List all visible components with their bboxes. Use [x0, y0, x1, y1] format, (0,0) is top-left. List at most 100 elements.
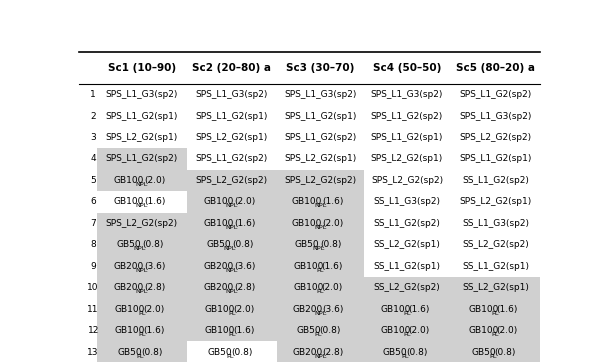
- Text: (0.8): (0.8): [231, 348, 252, 357]
- Text: (2.0): (2.0): [144, 176, 166, 185]
- Text: PL: PL: [403, 332, 411, 337]
- Text: 4: 4: [90, 155, 96, 164]
- Text: (0.8): (0.8): [406, 348, 427, 357]
- Text: NPL: NPL: [226, 289, 238, 294]
- Bar: [187, 170, 277, 191]
- Bar: [97, 170, 187, 191]
- Text: (1.6): (1.6): [143, 326, 164, 335]
- Text: SS_L2_G2(sp1): SS_L2_G2(sp1): [462, 283, 529, 292]
- Text: PL: PL: [138, 332, 146, 337]
- Bar: [187, 320, 277, 341]
- Bar: [97, 277, 187, 299]
- Bar: [79, 52, 541, 84]
- Text: PL: PL: [317, 289, 324, 294]
- Text: SPS_L2_G2(sp1): SPS_L2_G2(sp1): [284, 155, 356, 164]
- Text: NPL: NPL: [226, 203, 238, 208]
- Text: SPS_L1_G2(sp1): SPS_L1_G2(sp1): [105, 111, 178, 121]
- Text: (0.8): (0.8): [232, 240, 253, 249]
- Bar: [364, 341, 450, 362]
- Text: GB200: GB200: [203, 283, 234, 292]
- Text: (2.0): (2.0): [323, 219, 344, 228]
- Bar: [97, 341, 187, 362]
- Text: (1.6): (1.6): [497, 305, 518, 314]
- Text: GB200: GB200: [292, 305, 322, 314]
- Text: (3.6): (3.6): [234, 262, 255, 271]
- Text: SPS_L1_G2(sp2): SPS_L1_G2(sp2): [196, 155, 268, 164]
- Bar: [450, 277, 541, 299]
- Text: (3.6): (3.6): [144, 262, 166, 271]
- Text: GB50: GB50: [208, 348, 232, 357]
- Text: (0.8): (0.8): [321, 240, 342, 249]
- Bar: [364, 299, 450, 320]
- Text: (2.0): (2.0): [143, 305, 164, 314]
- Text: (2.0): (2.0): [233, 305, 254, 314]
- Text: PL: PL: [403, 311, 411, 316]
- Bar: [450, 299, 541, 320]
- Text: GB200: GB200: [292, 348, 322, 357]
- Text: GB50: GB50: [295, 240, 320, 249]
- Text: GB100: GB100: [468, 326, 499, 335]
- Text: (3.6): (3.6): [323, 305, 344, 314]
- Bar: [450, 320, 541, 341]
- Text: SPS_L1_G2(sp1): SPS_L1_G2(sp1): [284, 111, 356, 121]
- Bar: [450, 341, 541, 362]
- Bar: [277, 341, 364, 362]
- Bar: [277, 212, 364, 234]
- Text: 10: 10: [87, 283, 99, 292]
- Text: SPS_L1_G2(sp2): SPS_L1_G2(sp2): [459, 90, 532, 99]
- Text: SS_L1_G3(sp2): SS_L1_G3(sp2): [462, 219, 529, 228]
- Bar: [187, 234, 277, 256]
- Text: GB50: GB50: [383, 348, 408, 357]
- Bar: [97, 148, 187, 170]
- Text: 13: 13: [87, 348, 99, 357]
- Text: NPL: NPL: [226, 268, 238, 273]
- Text: 1: 1: [90, 90, 96, 99]
- Text: Sc3 (30–70): Sc3 (30–70): [286, 63, 355, 73]
- Text: (0.8): (0.8): [142, 240, 164, 249]
- Text: (2.0): (2.0): [321, 283, 343, 292]
- Text: GB100: GB100: [205, 305, 235, 314]
- Text: SPS_L1_G2(sp2): SPS_L1_G2(sp2): [105, 155, 178, 164]
- Text: PL: PL: [136, 354, 144, 358]
- Text: SPS_L2_G2(sp2): SPS_L2_G2(sp2): [371, 176, 443, 185]
- Text: PL: PL: [317, 268, 324, 273]
- Bar: [97, 234, 187, 256]
- Text: GB100: GB100: [203, 197, 234, 206]
- Text: (0.8): (0.8): [141, 348, 163, 357]
- Bar: [277, 234, 364, 256]
- Text: SPS_L1_G3(sp2): SPS_L1_G3(sp2): [105, 90, 178, 99]
- Bar: [187, 299, 277, 320]
- Bar: [277, 170, 364, 191]
- Text: GB100: GB100: [292, 197, 322, 206]
- Text: SS_L1_G2(sp1): SS_L1_G2(sp1): [373, 262, 441, 271]
- Text: PL: PL: [226, 354, 234, 358]
- Text: NPL: NPL: [224, 246, 236, 251]
- Text: GB100: GB100: [114, 176, 144, 185]
- Text: PL: PL: [492, 332, 499, 337]
- Text: GB100: GB100: [203, 219, 234, 228]
- Text: (2.0): (2.0): [234, 197, 255, 206]
- Text: (2.0): (2.0): [408, 326, 429, 335]
- Text: NPL: NPL: [314, 354, 326, 358]
- Text: SPS_L1_G2(sp2): SPS_L1_G2(sp2): [371, 111, 443, 121]
- Text: GB50: GB50: [118, 348, 142, 357]
- Text: (2.8): (2.8): [234, 283, 255, 292]
- Text: 7: 7: [90, 219, 96, 228]
- Text: NPL: NPL: [314, 203, 326, 208]
- Text: SPS_L2_G2(sp1): SPS_L2_G2(sp1): [196, 133, 268, 142]
- Bar: [187, 191, 277, 212]
- Text: (2.8): (2.8): [323, 348, 344, 357]
- Text: PL: PL: [138, 311, 146, 316]
- Text: GB100: GB100: [380, 326, 411, 335]
- Text: (0.8): (0.8): [495, 348, 516, 357]
- Text: SPS_L1_G2(sp1): SPS_L1_G2(sp1): [196, 111, 268, 121]
- Text: PL: PL: [402, 354, 409, 358]
- Bar: [277, 299, 364, 320]
- Text: GB100: GB100: [115, 305, 145, 314]
- Text: GB100: GB100: [468, 305, 499, 314]
- Text: SPS_L2_G2(sp2): SPS_L2_G2(sp2): [196, 176, 268, 185]
- Text: NPL: NPL: [226, 225, 238, 230]
- Text: GB200: GB200: [114, 283, 144, 292]
- Text: GB100: GB100: [114, 197, 144, 206]
- Text: 6: 6: [90, 197, 96, 206]
